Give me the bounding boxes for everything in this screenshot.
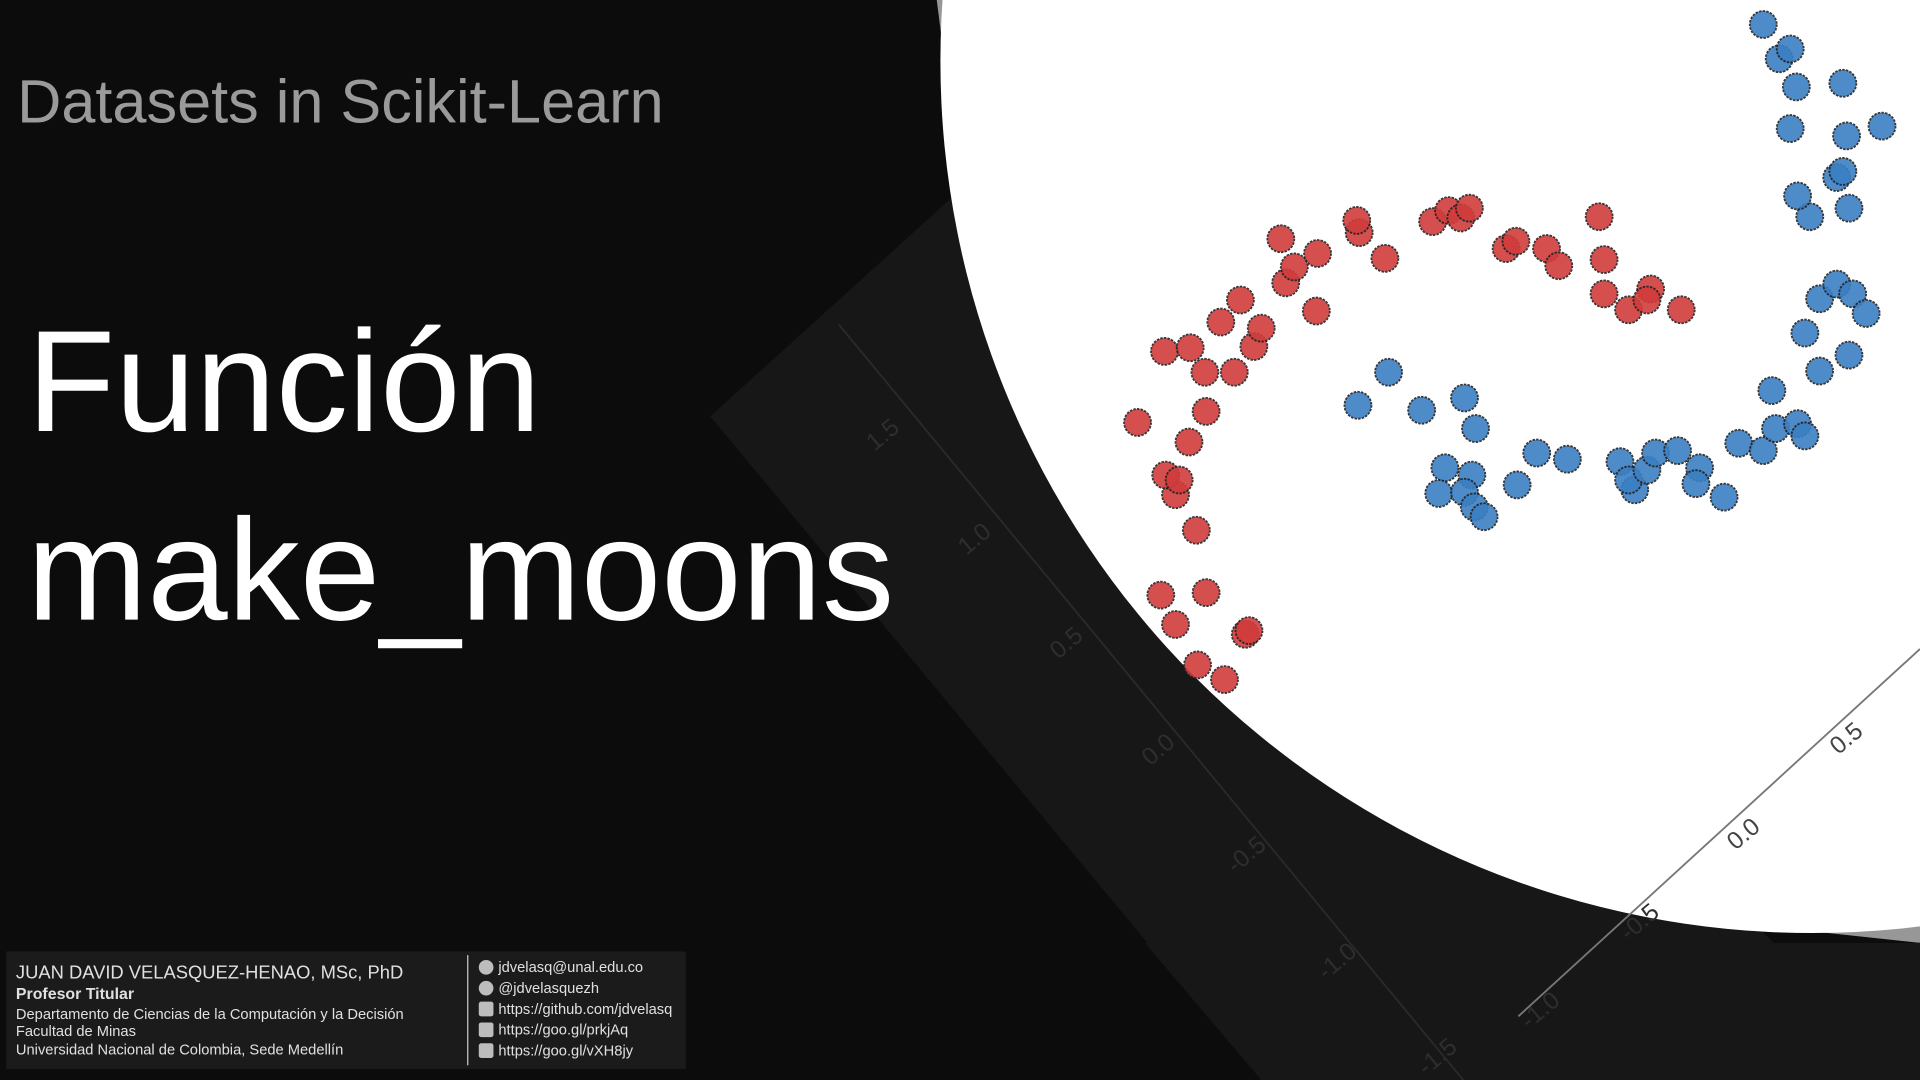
author-name: JUAN DAVID VELASQUEZ-HENAO, MSc, PhD [16,961,403,982]
scatter-dot [1781,72,1811,102]
slide-title: make_moons [27,489,894,651]
contact-text: jdvelasq@unal.edu.co [497,960,643,976]
contact-icon [478,960,494,975]
axis-line [1517,648,1920,1018]
scatter-dot [1757,376,1787,406]
contact-icon [478,1043,494,1058]
scatter-dot [1552,444,1582,474]
scatter-dot [1164,465,1194,495]
scatter-dot [1206,307,1236,337]
scatter-dot [1632,285,1662,315]
footer-box [6,951,686,1069]
scatter-dot [1424,479,1454,508]
plot-circle [940,0,1920,933]
contacts: jdvelasq@unal.edu.co @jdvelasquezh https:/… [478,960,672,1060]
scatter-dot [1246,313,1276,343]
scatter-dot [1191,578,1221,608]
scatter-dot [1867,111,1897,141]
contact-text: https://goo.gl/vXH8jy [498,1044,633,1060]
scatter-dot [1709,482,1739,512]
scatter-dot [1266,224,1296,254]
scatter-dot [1146,580,1176,610]
scatter-dot [1181,515,1211,545]
scatter-dot [1219,357,1249,387]
plot-shadow [1144,942,1920,1080]
author-role: Profesor Titular [16,986,134,1003]
scatter-dot [1210,665,1239,694]
scatter-dot [1407,395,1437,425]
scatter-dot [1234,616,1264,645]
scatter-dot [1501,226,1531,256]
scatter-dot [1790,421,1820,451]
contact-text: https://goo.gl/prkjAq [498,1023,628,1039]
scatter-dot [1783,181,1812,211]
slide-title: Función [27,300,541,462]
scatter-dot [1681,469,1711,499]
scatter-dot [1724,428,1754,458]
scatter-dot [1175,333,1205,363]
scatter-dot [1370,243,1400,273]
scatter-dot [1226,285,1255,315]
scatter-dot [1303,239,1332,268]
scatter-dot [1838,279,1868,309]
scatter-dot [1851,299,1881,328]
affiliation: Facultad de Minas [16,1024,136,1040]
axis-line [838,323,1464,1080]
scatter-dot [1748,436,1778,466]
scatter-dot [1589,245,1619,274]
scatter-dot [1805,356,1834,386]
scatter-dot [1828,157,1858,186]
scatter-dot [1174,427,1204,457]
scatter-dot [1183,650,1212,680]
scatter-dot [1544,251,1574,281]
scatter-dot [1430,453,1460,483]
scatter-dot [1469,502,1499,532]
scatter-dot [1450,383,1479,413]
scatter-dot [1342,206,1372,235]
scatter-dot [1834,340,1864,370]
affiliation: Departamento de Ciencias de la Computaci… [16,1007,404,1023]
scatter-dot [1663,436,1692,466]
scatter-dot [1150,337,1179,366]
contact-icon [478,1001,494,1017]
scatter-dot [1279,252,1309,282]
scatter-dot [1834,193,1864,223]
scatter-dot [1832,121,1861,151]
contact-text: https://github.com/jdvelasq [498,1002,672,1018]
scatter-dot [1190,357,1220,387]
scatter-dot [1748,10,1778,39]
scatter-points [1123,10,1897,694]
scatter-dot [1123,408,1152,437]
scatter-dot [1828,68,1858,98]
scatter-dot [1191,397,1221,426]
contact-icon [478,1022,494,1038]
scatter-dot [1775,34,1805,64]
contact-icon [478,980,494,996]
scatter-dot [1161,610,1190,639]
scatter-dot [1589,279,1619,309]
scatter-dot [1790,318,1820,348]
scatter-dot [1343,390,1373,420]
scatter-dot [1522,438,1552,468]
contact-text: @jdvelasquezh [498,981,599,997]
scatter-dot [1301,296,1331,326]
affiliation: Universidad Nacional de Colombia, Sede M… [16,1042,343,1058]
scatter-dot [1502,470,1532,500]
scatter-dot [1666,295,1696,325]
scatter-dot [1795,202,1825,232]
scatter-dot [1775,114,1805,143]
header-title: Datasets in Scikit-Learn [17,67,663,135]
scatter-dot [1455,193,1484,223]
scatter-dot [1584,202,1614,232]
scatter-dot [1461,414,1490,443]
scatter-dot [1374,357,1403,387]
